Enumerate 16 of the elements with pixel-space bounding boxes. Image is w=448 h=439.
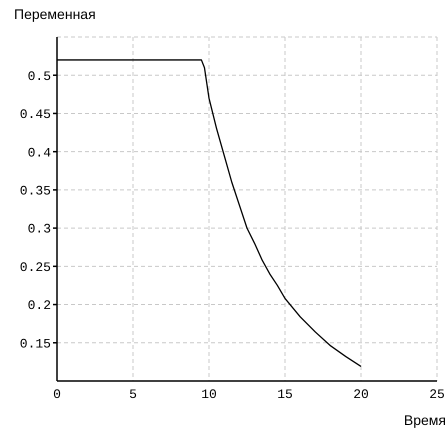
x-axis-title: Время <box>404 412 446 428</box>
x-tick-label: 25 <box>429 387 445 402</box>
y-tick-label: 0.5 <box>28 68 51 84</box>
y-tick-label: 0.15 <box>20 336 51 352</box>
y-tick-label: 0.4 <box>28 145 52 160</box>
y-tick-label: 0.35 <box>20 184 51 199</box>
x-tick-label: 10 <box>201 387 217 402</box>
y-tick-label: 0.3 <box>28 222 51 237</box>
y-tick-label: 0.25 <box>20 260 51 275</box>
x-tick-label: 0 <box>53 387 61 402</box>
y-tick-label: 0.45 <box>20 107 51 122</box>
x-tick-label: 20 <box>353 387 369 402</box>
x-tick-label: 5 <box>129 387 137 402</box>
x-tick-label: 15 <box>277 387 293 402</box>
y-tick-label: 0.2 <box>28 298 51 314</box>
y-axis-title: Переменная <box>14 6 96 22</box>
